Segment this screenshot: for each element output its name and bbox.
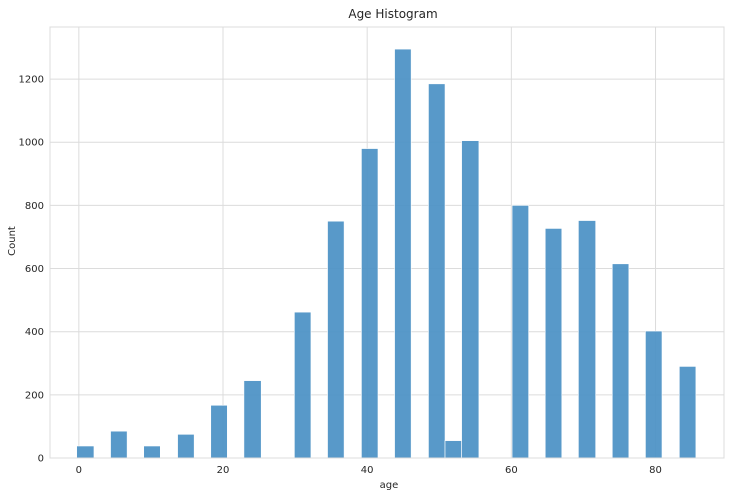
y-tick-labels: 0 200 400 600 800 1000 1200 (19, 75, 44, 465)
histogram-bars (76, 48, 697, 459)
x-tick-label: 0 (76, 465, 82, 476)
histogram-bar (177, 434, 195, 459)
y-tick-label: 600 (25, 264, 44, 275)
x-tick-label: 60 (505, 465, 518, 476)
y-tick-label: 800 (25, 201, 44, 212)
y-tick-label: 200 (25, 390, 44, 401)
y-tick-label: 1000 (19, 138, 44, 149)
chart-title: Age Histogram (348, 7, 437, 21)
y-tick-label: 1200 (19, 75, 44, 86)
histogram-bar (511, 205, 529, 459)
plot-border (49, 26, 725, 459)
histogram-bar (394, 48, 412, 459)
histogram-bar (645, 330, 663, 459)
histogram-bar (327, 220, 345, 459)
y-tick-label: 400 (25, 327, 44, 338)
histogram-bar (76, 445, 95, 459)
x-tick-label: 20 (217, 465, 230, 476)
histogram-bar (210, 404, 228, 459)
x-tick-labels: 0 20 40 60 80 (76, 465, 662, 476)
histogram-bar (444, 440, 462, 459)
y-axis-label: Count (7, 226, 18, 256)
histogram-bar (110, 430, 128, 459)
gridlines (50, 27, 724, 459)
x-axis-label: age (380, 480, 399, 491)
x-tick-label: 80 (649, 465, 662, 476)
histogram-bar (679, 366, 697, 459)
plot-background (50, 27, 724, 458)
histogram-bar (461, 140, 480, 459)
histogram-bar (361, 148, 379, 459)
histogram-bar (611, 263, 630, 459)
x-tick-label: 40 (361, 465, 374, 476)
histogram-bar (428, 83, 446, 459)
histogram-bar (544, 228, 563, 459)
histogram-bar (143, 445, 161, 459)
y-tick-label: 0 (38, 454, 44, 465)
histogram-bar (294, 311, 312, 459)
histogram-bar (243, 380, 262, 459)
plot-frame (49, 26, 725, 459)
histogram-bar (578, 220, 596, 459)
